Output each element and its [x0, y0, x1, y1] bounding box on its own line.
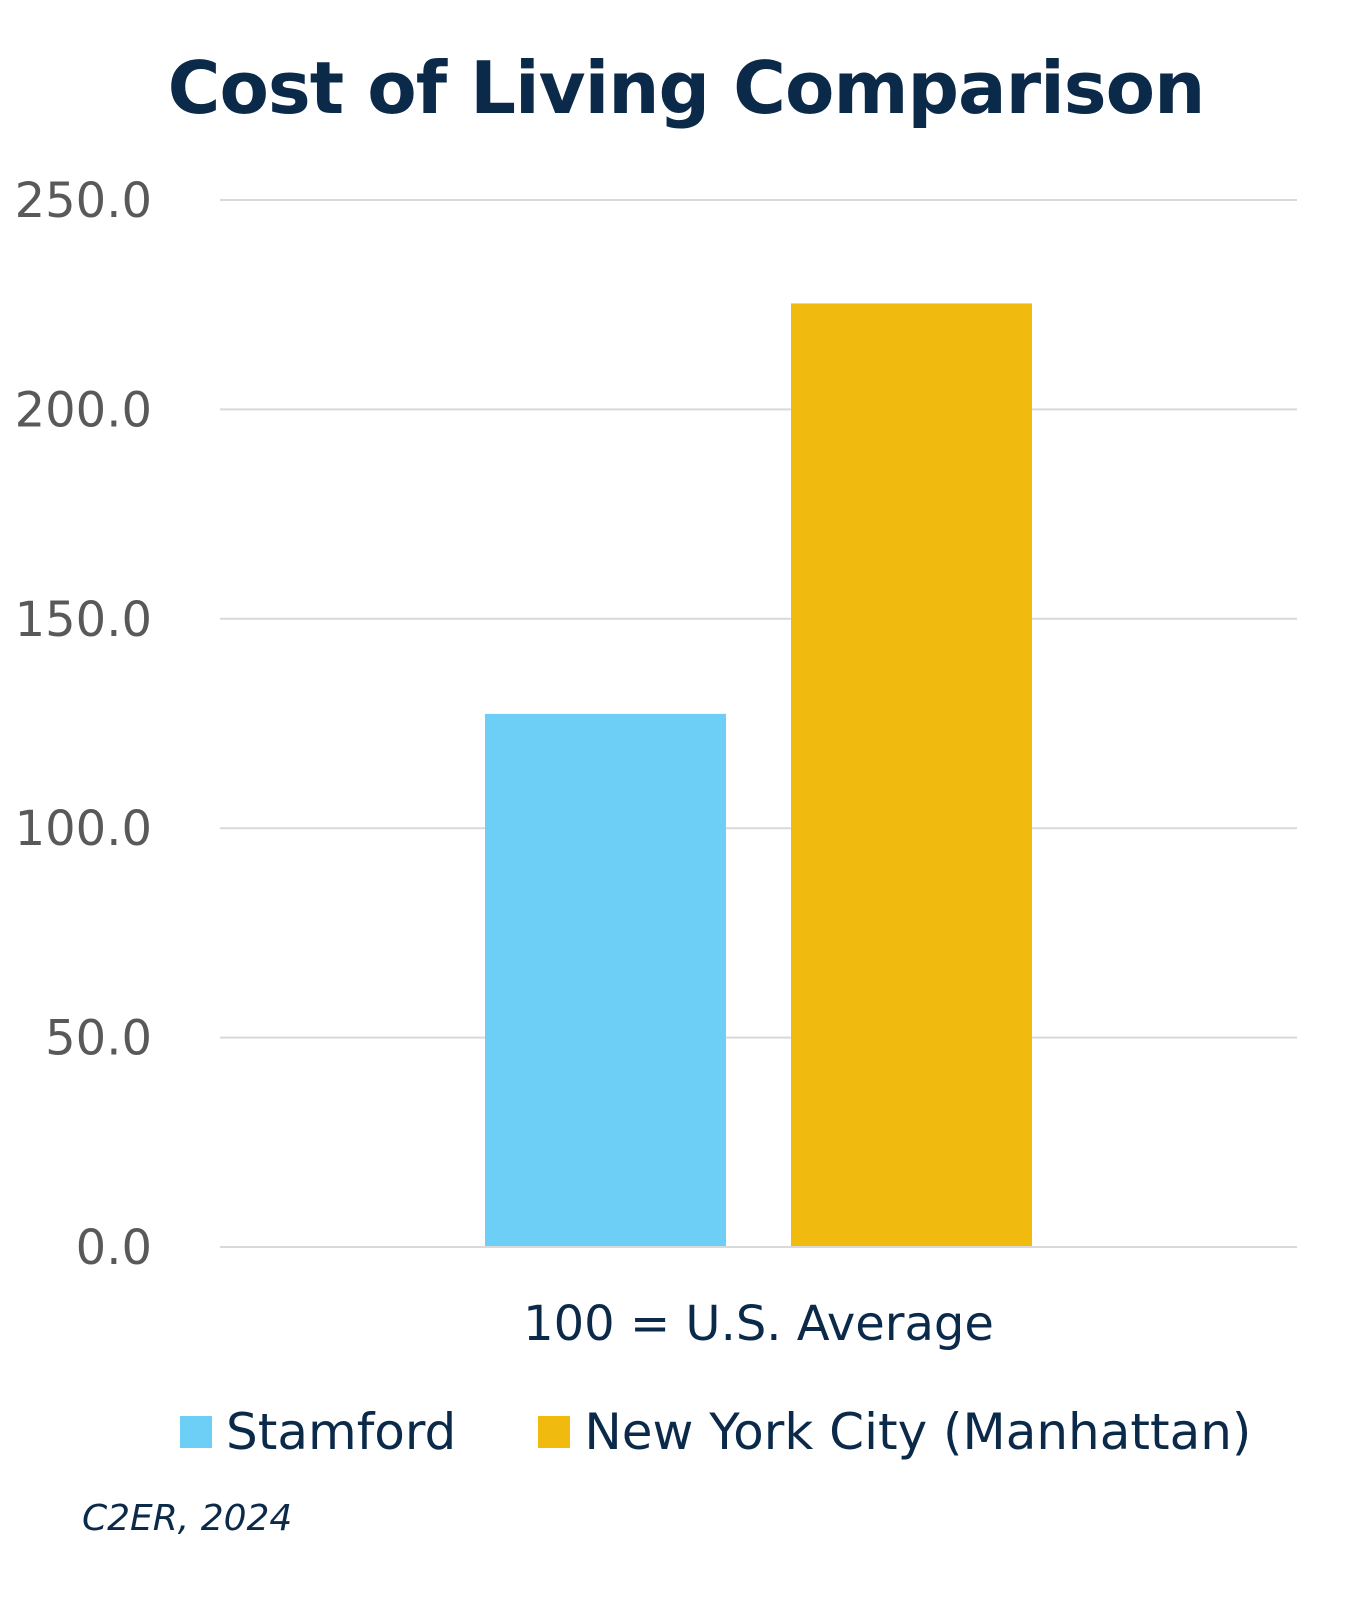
gridlines	[220, 199, 1297, 1248]
bars	[485, 303, 1032, 1247]
legend-swatch-nyc	[538, 1416, 571, 1448]
x-category-label: 100 = U.S. Average	[523, 1296, 994, 1352]
y-tick-label: 0.0	[76, 1220, 152, 1276]
legend: Stamford New York City (Manhattan)	[180, 1400, 1333, 1464]
y-tick-label: 100.0	[15, 801, 152, 857]
legend-swatch-stamford	[180, 1416, 212, 1448]
legend-label-stamford: Stamford	[226, 1403, 457, 1461]
y-tick-label: 250.0	[15, 173, 152, 229]
legend-item-stamford: Stamford	[180, 1403, 456, 1461]
y-tick-label: 50.0	[45, 1011, 152, 1067]
legend-label-nyc: New York City (Manhattan)	[584, 1403, 1252, 1461]
y-axis-ticks: 0.0 50.0 100.0 150.0 200.0 250.0	[15, 173, 152, 1276]
chart-title: Cost of Living Comparison	[167, 46, 1206, 130]
y-tick-label: 200.0	[15, 382, 152, 438]
y-tick-label: 150.0	[15, 592, 152, 648]
bar-stamford	[485, 713, 726, 1247]
legend-item-nyc: New York City (Manhattan)	[538, 1403, 1251, 1461]
source-note: C2ER, 2024	[82, 1498, 293, 1539]
bar-new-york-city-manhattan	[791, 303, 1032, 1247]
x-axis-categories: 100 = U.S. Average	[220, 1246, 1297, 1352]
